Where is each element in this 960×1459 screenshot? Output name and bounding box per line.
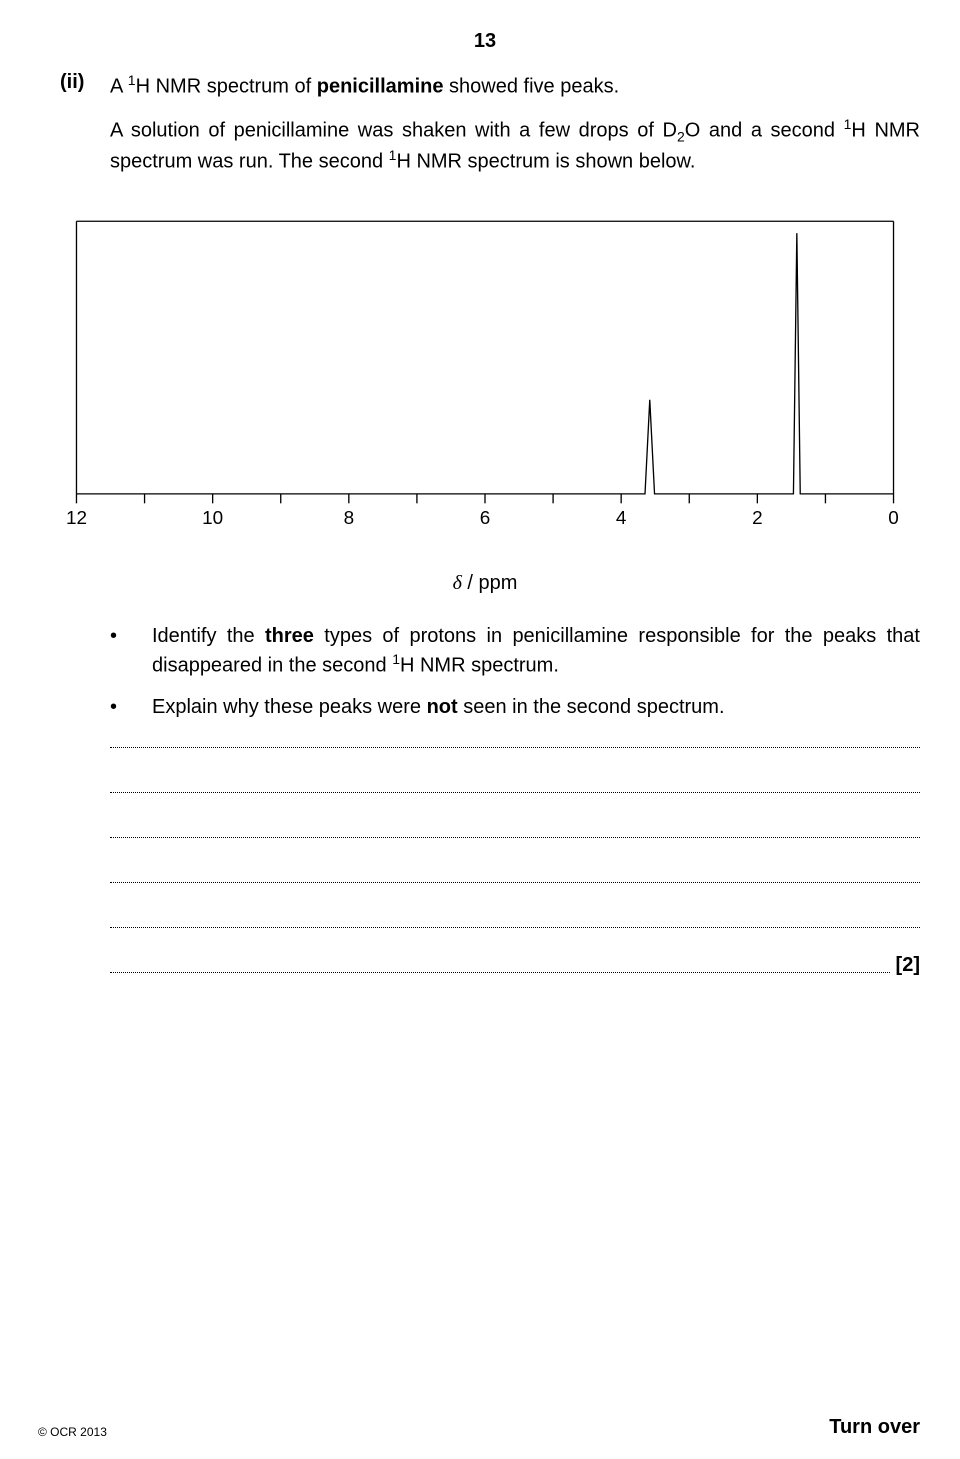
marks-label: [2] (890, 954, 920, 977)
ppm-unit: / ppm (462, 572, 518, 594)
sup-1a: 1 (128, 72, 136, 88)
turn-over-text: Turn over (829, 1416, 920, 1439)
question-label: (ii) (50, 71, 110, 190)
p2-a: A solution of penicillamine was shaken w… (110, 119, 677, 141)
p2-d: H NMR spectrum is shown below. (396, 151, 695, 173)
answer-line (110, 747, 920, 748)
answer-line (110, 882, 920, 883)
answer-line (110, 792, 920, 793)
b2-b: seen in the second spectrum. (458, 696, 725, 718)
b1-a: Identify the (152, 625, 265, 647)
answer-line (110, 837, 920, 838)
svg-text:10: 10 (202, 508, 223, 529)
bullet-icon: • (110, 623, 152, 680)
svg-text:2: 2 (752, 508, 763, 529)
p1-bold: penicillamine (317, 76, 444, 98)
p1-b: H NMR spectrum of (136, 76, 317, 98)
paragraph-2: A solution of penicillamine was shaken w… (110, 115, 920, 176)
bullet-1: • Identify the three types of protons in… (110, 623, 920, 680)
svg-text:0: 0 (888, 508, 899, 529)
paragraph-1: A 1H NMR spectrum of penicillamine showe… (110, 71, 920, 101)
page-number: 13 (50, 30, 920, 53)
sup-1d: 1 (392, 651, 400, 667)
bullet-2: • Explain why these peaks were not seen … (110, 694, 920, 721)
copyright-text: © OCR 2013 (38, 1425, 107, 1439)
svg-text:4: 4 (616, 508, 627, 529)
bullet-icon: • (110, 694, 152, 721)
svg-text:8: 8 (344, 508, 355, 529)
p2-b: O and a second (685, 119, 844, 141)
delta-symbol: δ (453, 572, 462, 594)
answer-line (110, 927, 920, 928)
answer-lines-block: [2] (110, 747, 920, 973)
svg-text:12: 12 (66, 508, 87, 529)
p1-a: A (110, 76, 128, 98)
nmr-spectrum-chart: 12 10 8 6 4 2 0 (50, 202, 920, 562)
b1-bold: three (265, 625, 314, 647)
b1-c: H NMR spectrum. (400, 655, 559, 677)
svg-text:6: 6 (480, 508, 491, 529)
p1-c: showed five peaks. (443, 76, 619, 98)
x-axis-label: δ / ppm (50, 572, 920, 595)
b2-a: Explain why these peaks were (152, 696, 427, 718)
answer-line (110, 972, 920, 973)
sub-2: 2 (677, 128, 685, 144)
b2-bold: not (427, 696, 458, 718)
